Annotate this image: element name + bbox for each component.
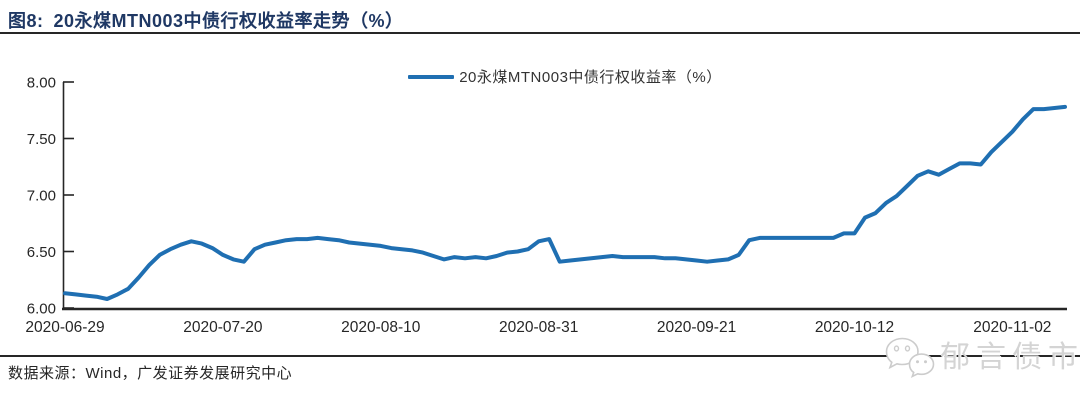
watermark-label: 郁言债市 [940, 341, 1080, 374]
figure-number-label: 图8: [8, 11, 44, 31]
x-tick-label: 2020-10-12 [815, 319, 894, 336]
title-divider [0, 32, 1080, 34]
figure-header: 图8: 20永煤MTN003中债行权收益率走势（%） [8, 7, 404, 33]
figure-title: 20永煤MTN003中债行权收益率走势（%） [53, 11, 404, 31]
data-source: 数据来源：Wind，广发证券发展研究中心 [8, 365, 293, 382]
y-tick-label: 7.00 [27, 188, 56, 205]
y-tick-label: 7.50 [27, 131, 56, 148]
brand-watermark: 郁言债市 [884, 336, 1080, 380]
y-tick-label: 6.50 [27, 244, 56, 261]
footer-divider [0, 355, 1080, 357]
x-tick-label: 2020-09-21 [657, 319, 736, 336]
y-tick-label: 6.00 [27, 301, 56, 318]
x-tick-label: 2020-06-29 [25, 319, 104, 336]
yield-series-line [63, 104, 1067, 301]
x-tick-label: 2020-11-02 [973, 319, 1051, 336]
x-axis: 2020-06-29 2020-07-20 2020-08-10 2020-08-31… [25, 307, 1067, 336]
wechat-icon [885, 337, 935, 378]
x-tick-label: 2020-08-10 [341, 319, 421, 336]
x-tick-label: 2020-08-31 [499, 319, 578, 336]
x-tick-label: 2020-07-20 [183, 319, 263, 336]
y-axis: 6.00 6.50 7.00 7.50 8.00 [27, 75, 74, 318]
y-tick-label: 8.00 [27, 75, 56, 92]
